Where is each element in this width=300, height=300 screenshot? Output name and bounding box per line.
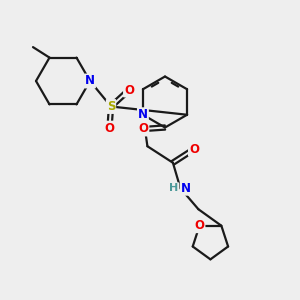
- Text: N: N: [85, 74, 95, 88]
- Text: N: N: [138, 108, 148, 121]
- Text: O: O: [189, 143, 199, 156]
- Text: O: O: [104, 122, 115, 135]
- Text: O: O: [138, 122, 148, 136]
- Text: N: N: [181, 182, 191, 195]
- Text: O: O: [194, 219, 205, 232]
- Text: O: O: [124, 83, 134, 97]
- Text: H: H: [169, 183, 178, 193]
- Text: S: S: [107, 100, 115, 113]
